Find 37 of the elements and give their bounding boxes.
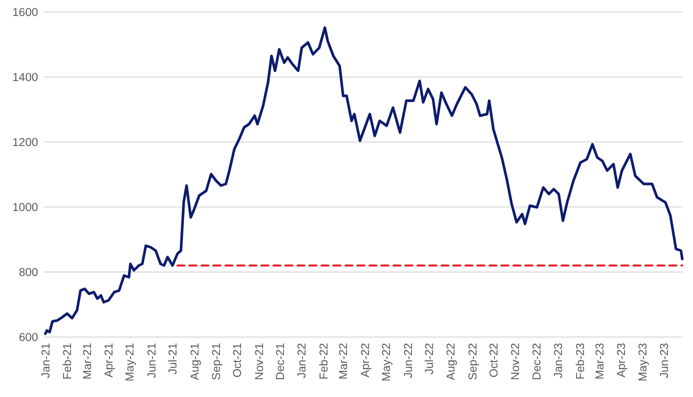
x-tick-label: Dec-21: [274, 343, 287, 380]
x-tick-label: Mar-21: [82, 343, 94, 380]
x-tick-label: Nov-22: [510, 343, 522, 380]
x-tick-label: Apr-21: [104, 343, 116, 378]
y-tick-label: 1200: [12, 137, 38, 150]
x-tick-label: Feb-23: [574, 343, 587, 380]
x-tick-label: Sep-21: [211, 343, 224, 380]
x-tick-label: Apr-23: [616, 343, 628, 378]
y-tick-label: 1400: [12, 72, 38, 84]
x-tick-label: Feb-22: [318, 343, 330, 380]
x-tick-label: May-22: [380, 343, 393, 382]
x-tick-label: Jan-21: [40, 343, 52, 378]
x-tick-label: Mar-23: [594, 343, 606, 380]
x-tick-label: Nov-21: [254, 343, 266, 380]
y-tick-label: 1000: [12, 202, 38, 214]
y-tick-label: 1600: [12, 7, 38, 20]
x-tick-label: Oct-21: [232, 343, 244, 378]
y-tick-label: 600: [18, 332, 38, 344]
x-tick-label: Sep-22: [467, 343, 480, 380]
line-series: [44, 26, 684, 336]
x-tick-label: Jun-23: [659, 343, 672, 378]
x-tick-label: Aug-21: [189, 343, 202, 380]
x-tick-label: Feb-21: [62, 343, 74, 380]
x-tick-label: Jan-23: [553, 343, 566, 378]
x-tick-label: Dec-22: [531, 343, 544, 380]
x-tick-label: May-23: [637, 343, 650, 382]
x-tick-label: Jun-22: [402, 343, 415, 378]
x-tick-label: Mar-22: [338, 343, 350, 380]
x-tick-label: Jul-21: [168, 343, 180, 374]
x-tick-label: Apr-22: [360, 343, 372, 378]
x-tick-label: Jun-21: [146, 343, 158, 378]
y-tick-label: 800: [18, 267, 38, 280]
x-tick-label: Jul-22: [424, 343, 436, 374]
x-tick-label: May-21: [124, 343, 137, 382]
x-tick-label: Oct-22: [488, 343, 500, 378]
x-tick-label: Jan-22: [296, 343, 309, 378]
x-tick-label: Aug-22: [446, 343, 458, 380]
